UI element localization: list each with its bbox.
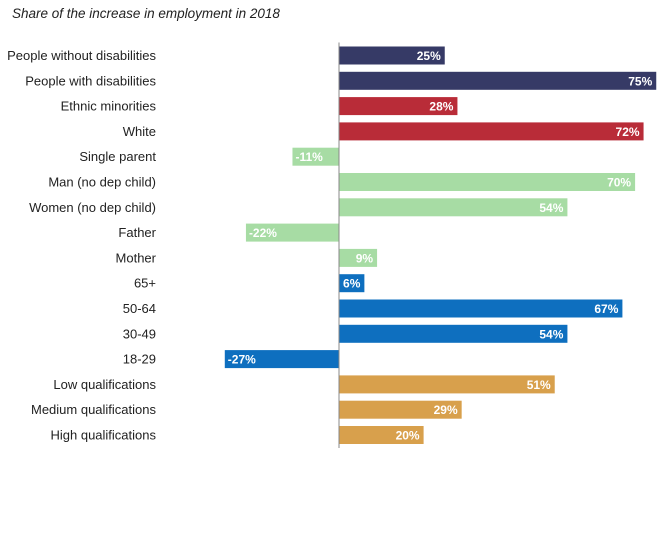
data-label-medium-qualifications: 29% bbox=[434, 403, 458, 417]
bar-50-64 bbox=[339, 299, 623, 318]
bar-18-29 bbox=[224, 350, 339, 369]
category-label-ethnic-minorities: Ethnic minorities bbox=[61, 99, 157, 114]
bar-high-qualifications bbox=[339, 426, 424, 444]
data-label-high-qualifications: 20% bbox=[396, 429, 420, 443]
bar-women-no-dep-child bbox=[339, 198, 568, 217]
bar-father bbox=[245, 223, 339, 242]
bar-white bbox=[339, 122, 644, 141]
data-label-man-no-dep-child: 70% bbox=[607, 176, 631, 190]
data-label-50-64: 67% bbox=[594, 302, 618, 316]
category-label-65: 65+ bbox=[134, 276, 156, 291]
data-label-white: 72% bbox=[616, 125, 640, 139]
category-label-man-no-dep-child: Man (no dep child) bbox=[48, 175, 156, 190]
data-label-ethnic-minorities: 28% bbox=[429, 100, 453, 114]
category-label-low-qualifications: Low qualifications bbox=[53, 377, 156, 392]
category-label-18-29: 18-29 bbox=[123, 352, 156, 367]
category-label-single-parent: Single parent bbox=[79, 149, 156, 164]
category-label-50-64: 50-64 bbox=[123, 301, 156, 316]
bar-ethnic-minorities bbox=[339, 97, 458, 116]
bar-mother bbox=[339, 248, 378, 267]
chart-title: Share of the increase in employment in 2… bbox=[12, 6, 280, 21]
bar-people-without-disabilities bbox=[339, 46, 445, 65]
bar-medium-qualifications bbox=[339, 400, 462, 419]
data-label-65: 6% bbox=[343, 277, 361, 291]
data-label-mother: 9% bbox=[356, 251, 374, 265]
category-label-mother: Mother bbox=[116, 250, 157, 265]
category-label-medium-qualifications: Medium qualifications bbox=[31, 402, 157, 417]
category-label-people-without-disabilities: People without disabilities bbox=[7, 48, 156, 63]
data-label-women-no-dep-child: 54% bbox=[539, 201, 563, 215]
data-label-father: -22% bbox=[249, 226, 277, 240]
data-label-18-29: -27% bbox=[228, 353, 256, 367]
category-label-white: White bbox=[123, 124, 156, 139]
bar-30-49 bbox=[339, 324, 568, 343]
data-label-people-without-disabilities: 25% bbox=[417, 49, 441, 63]
category-label-women-no-dep-child: Women (no dep child) bbox=[29, 200, 156, 215]
data-label-low-qualifications: 51% bbox=[527, 378, 551, 392]
bar-65 bbox=[339, 274, 365, 293]
data-label-people-with-disabilities: 75% bbox=[628, 74, 652, 88]
bars-layer: People without disabilities 25% People wit… bbox=[7, 46, 657, 444]
bar-man-no-dep-child bbox=[339, 173, 636, 191]
category-label-30-49: 30-49 bbox=[123, 326, 156, 341]
category-label-people-with-disabilities: People with disabilities bbox=[25, 73, 156, 88]
bar-low-qualifications bbox=[339, 375, 555, 394]
data-label-30-49: 54% bbox=[539, 327, 563, 341]
bar-people-with-disabilities bbox=[339, 71, 657, 90]
category-label-father: Father bbox=[118, 225, 156, 240]
data-label-single-parent: -11% bbox=[295, 150, 323, 164]
category-label-high-qualifications: High qualifications bbox=[50, 428, 156, 443]
bar-single-parent bbox=[292, 147, 339, 166]
